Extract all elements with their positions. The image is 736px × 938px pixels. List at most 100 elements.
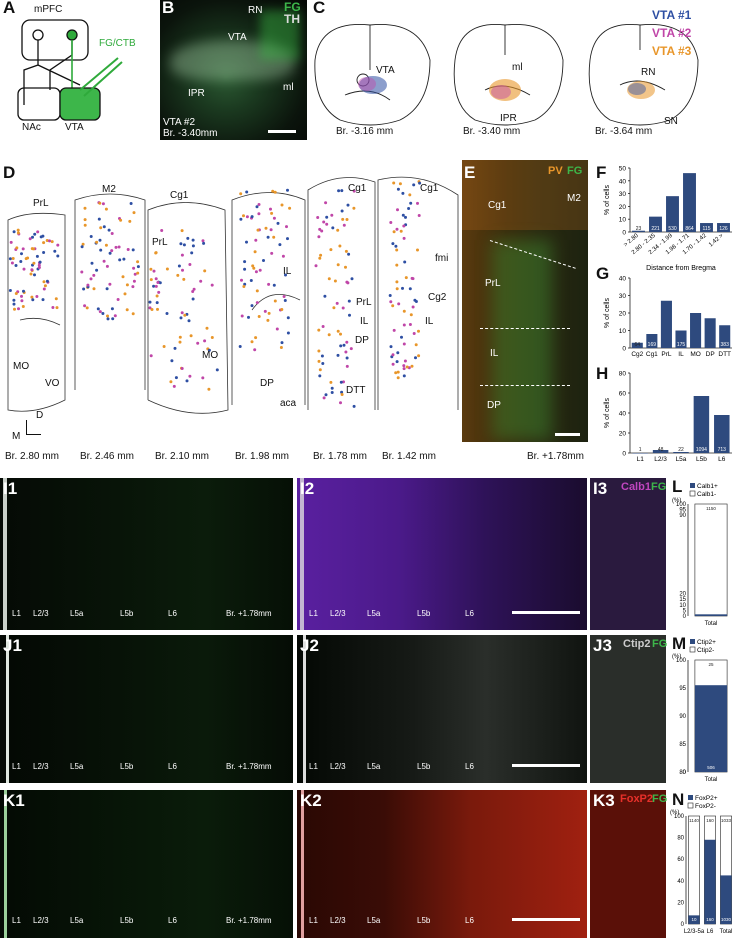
cell-dot bbox=[83, 218, 87, 222]
k2-micrograph bbox=[297, 790, 587, 938]
cell-dot bbox=[22, 267, 26, 271]
cell-dot bbox=[29, 272, 33, 276]
cell-dot bbox=[149, 278, 153, 282]
cell-dot bbox=[85, 306, 89, 310]
cell-dot bbox=[191, 290, 195, 293]
cell-dot bbox=[239, 217, 243, 221]
d-section-6: Br. 1.42 mm bbox=[382, 451, 436, 462]
layer-label-i2: L5a bbox=[367, 609, 381, 618]
cell-dot bbox=[203, 269, 207, 273]
cell-dot bbox=[394, 244, 398, 248]
cell-dot bbox=[152, 269, 156, 273]
bar-n-label: 22 bbox=[678, 447, 684, 453]
cell-dot bbox=[54, 297, 58, 301]
cell-dot bbox=[321, 362, 325, 365]
cell-dot bbox=[402, 374, 406, 378]
bar-n-label: 18 bbox=[708, 609, 714, 614]
cell-dot bbox=[414, 356, 417, 360]
category-label: L5a bbox=[676, 456, 687, 463]
cell-dot bbox=[203, 339, 207, 343]
cell-dot bbox=[409, 201, 413, 205]
cell-dot bbox=[132, 279, 136, 283]
cell-dot bbox=[201, 239, 205, 243]
cell-dot bbox=[98, 310, 102, 314]
panel-label-l: L bbox=[672, 477, 683, 496]
d-region-il-1: IL bbox=[283, 266, 292, 277]
cell-dot bbox=[323, 294, 327, 298]
panel-label-m: M bbox=[672, 634, 687, 653]
cell-dot bbox=[239, 192, 243, 196]
cell-dot bbox=[210, 336, 214, 339]
bar-n-label: 713 bbox=[718, 447, 727, 453]
c-rn-label: RN bbox=[641, 67, 656, 78]
cell-dot bbox=[162, 345, 166, 348]
cell-dot bbox=[404, 276, 408, 280]
cell-dot bbox=[253, 250, 257, 254]
cell-dot bbox=[272, 283, 276, 287]
cell-dot bbox=[136, 260, 140, 264]
cell-dot bbox=[254, 238, 258, 242]
cell-dot bbox=[269, 228, 273, 232]
e-dp: DP bbox=[487, 400, 501, 411]
cell-dot bbox=[86, 283, 90, 287]
cell-dot bbox=[104, 243, 108, 247]
category-label: L5b bbox=[696, 456, 707, 463]
legend-label-neg: Ctip2- bbox=[697, 647, 714, 654]
cell-dot bbox=[341, 217, 345, 221]
bar-positive bbox=[720, 875, 732, 924]
cell-dot bbox=[410, 276, 414, 280]
cell-dot bbox=[263, 309, 267, 313]
cell-dot bbox=[56, 254, 60, 258]
cell-dot bbox=[107, 228, 111, 232]
e-fg-label: FG bbox=[567, 165, 583, 177]
d-region-dp-1: DP bbox=[260, 378, 274, 389]
bar-n-label: 1150 bbox=[706, 506, 716, 511]
cell-dot bbox=[178, 335, 182, 339]
cell-dot bbox=[243, 260, 247, 264]
cell-dot bbox=[340, 209, 344, 213]
cell-dot bbox=[346, 203, 350, 207]
cell-dot bbox=[391, 362, 395, 366]
cell-dot bbox=[101, 312, 105, 315]
cell-dot bbox=[41, 298, 45, 302]
bar-n-label: 175 bbox=[677, 342, 686, 348]
cell-dot bbox=[131, 248, 135, 252]
cell-dot bbox=[122, 257, 126, 261]
bar bbox=[693, 396, 710, 453]
cell-dot bbox=[9, 240, 13, 244]
cell-dot bbox=[280, 203, 284, 207]
layer-label-k1: L6 bbox=[168, 916, 177, 925]
layer-label-j1: L6 bbox=[168, 762, 177, 771]
layer-label-i2: L5b bbox=[417, 609, 431, 618]
cell-dot bbox=[110, 232, 114, 235]
cell-dot bbox=[152, 284, 156, 288]
b-vta-label: VTA bbox=[228, 32, 247, 43]
bar bbox=[652, 450, 669, 453]
category-label: Total bbox=[705, 777, 718, 783]
cell-dot bbox=[318, 374, 322, 378]
scale-bar-i2 bbox=[512, 611, 580, 614]
b-scale-bar bbox=[268, 130, 296, 133]
cell-dot bbox=[154, 251, 158, 255]
cell-dot bbox=[99, 226, 103, 230]
cell-dot bbox=[131, 312, 135, 316]
i1-micrograph bbox=[0, 478, 293, 630]
cell-dot bbox=[89, 277, 93, 281]
layer-label-j2: L5a bbox=[367, 762, 381, 771]
i3-fg-label: FG bbox=[651, 481, 667, 493]
cell-dot bbox=[148, 306, 152, 310]
j3-marker-label: Ctip2 bbox=[623, 638, 651, 650]
legend-swatch-neg bbox=[689, 490, 696, 497]
cell-dot bbox=[319, 253, 323, 257]
panel-label-j1: J1 bbox=[3, 636, 22, 655]
cell-dot bbox=[53, 249, 57, 253]
cell-dot bbox=[280, 341, 284, 345]
cell-dot bbox=[148, 300, 152, 304]
cell-dot bbox=[404, 215, 407, 219]
bar bbox=[717, 223, 730, 232]
cell-dot bbox=[352, 404, 356, 408]
d-region-mo-1: MO bbox=[13, 361, 30, 372]
bar-n-label: 23 bbox=[636, 226, 642, 232]
cell-dot bbox=[150, 308, 154, 311]
cell-dot bbox=[400, 335, 403, 339]
